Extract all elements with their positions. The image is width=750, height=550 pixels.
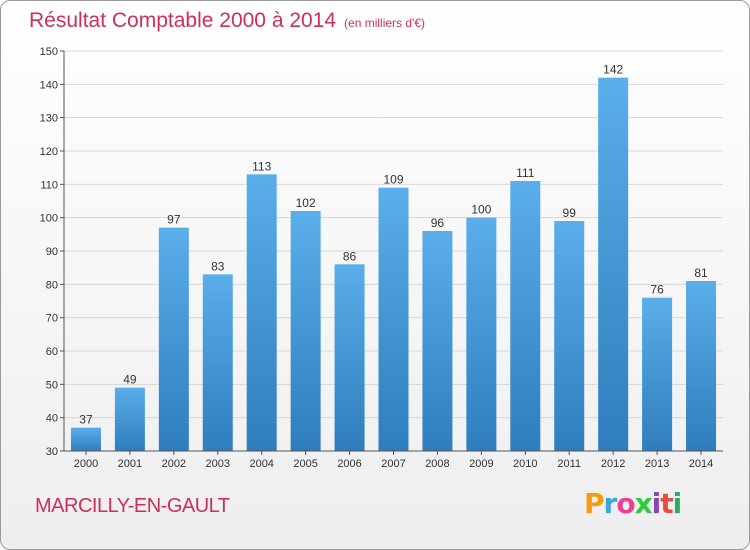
chart-title: Résultat Comptable 2000 à 2014 (en millie… [29,9,425,33]
bar-2011[interactable] [554,221,585,451]
y-tick-label: 80 [46,279,58,291]
bar-2005[interactable] [290,211,321,451]
x-tick-label-2004: 2004 [249,458,273,470]
logo-letter: x [634,487,653,520]
data-label-2013: 76 [650,283,664,297]
y-tick-label: 130 [40,113,58,125]
y-tick-label: 30 [46,446,58,458]
data-label-2006: 86 [343,249,357,263]
y-tick-label: 60 [46,346,58,358]
y-tick-label: 70 [46,313,58,325]
data-label-2004: 113 [252,159,271,173]
data-labels: 37 49 97 83 113 102 86 109 96 100 111 99 142 76 81 [79,63,708,427]
y-tick-label: 150 [40,46,58,58]
x-tick-label-2013: 2013 [645,458,669,470]
y-tick-label: 120 [40,146,58,158]
x-tick-label-2001: 2001 [118,458,142,470]
data-label-2002: 97 [167,213,181,227]
logo-letter: i [651,487,662,520]
bar-2010[interactable] [510,181,541,451]
bar-2007[interactable] [378,187,409,451]
data-label-2012: 142 [603,63,623,77]
x-tick-label-2007: 2007 [381,458,405,470]
y-tick-label: 50 [46,379,58,391]
chart-title-text: Résultat Comptable 2000 à 2014 [29,9,337,32]
data-label-2000: 37 [79,413,93,427]
data-label-2001: 49 [123,373,137,387]
x-tick-label-2006: 2006 [337,458,361,470]
data-label-2011: 99 [563,206,577,220]
bar-2001[interactable] [114,387,145,451]
data-label-2003: 83 [211,259,225,273]
data-label-2014: 81 [694,266,708,280]
logo-letter: t [660,487,673,520]
x-tick-label-2014: 2014 [689,458,713,470]
bar-2012[interactable] [598,77,629,452]
y-tick-label: 90 [46,246,58,258]
x-tick-label-2002: 2002 [162,458,186,470]
logo-letter: P [584,487,605,520]
x-tick-label-2010: 2010 [513,458,537,470]
x-tick-label-2003: 2003 [206,458,230,470]
logo-letter: r [603,487,618,520]
logo-letter: o [616,487,635,520]
bar-2000[interactable] [70,427,101,451]
bar-2004[interactable] [246,174,277,452]
data-label-2008: 96 [431,216,445,230]
chart-subtitle: (en milliers d'€) [344,16,426,30]
x-tick-label-2012: 2012 [601,458,625,470]
x-tick-label-2011: 2011 [557,458,581,470]
bar-2009[interactable] [466,217,497,451]
data-label-2009: 100 [471,203,491,217]
bars [70,77,717,452]
x-tick-label-2009: 2009 [469,458,493,470]
x-tick-label-2008: 2008 [425,458,449,470]
x-tick-label-2000: 2000 [74,458,98,470]
bar-2008[interactable] [422,231,453,451]
data-label-2005: 102 [296,196,316,210]
y-tick-label: 40 [46,413,58,425]
y-axis: 30 40 50 60 70 80 90 100 110 120 130 140 150 [40,46,65,458]
x-axis: 2000 2001 2002 2003 2004 2005 2006 2007 2008 2009… [64,450,723,470]
y-tick-label: 110 [40,179,58,191]
x-tick-label-2005: 2005 [293,458,317,470]
proxiti-logo[interactable]: Proxiti [584,487,683,520]
bar-2002[interactable] [158,227,189,451]
commune-name: MARCILLY-EN-GAULT [35,495,230,517]
bar-2006[interactable] [334,264,365,451]
bar-2003[interactable] [202,274,233,451]
bar-2013[interactable] [642,297,673,451]
data-label-2007: 109 [383,173,403,187]
data-label-2010: 111 [516,166,535,180]
y-tick-label: 140 [40,79,58,91]
bar-2014[interactable] [686,281,717,451]
logo-letter: i [672,487,683,520]
y-tick-label: 100 [40,213,58,225]
